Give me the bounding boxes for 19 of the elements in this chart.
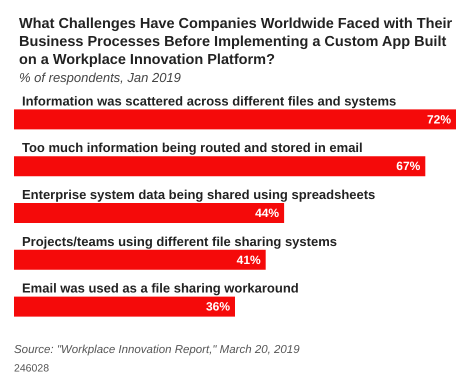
data-label: 72% <box>426 112 452 126</box>
y-tick-label: Too much information being routed and stored in email <box>22 140 363 156</box>
chart-subtitle: % of respondents, Jan 2019 <box>19 70 181 85</box>
data-label: 36% <box>206 300 230 314</box>
y-tick-label: Email was used as a file sharing workaround <box>22 280 299 296</box>
data-label: 41% <box>236 252 262 267</box>
chart-title: What Challenges Have Companies Worldwide Faced with Their Business Processes Before Implementing a Custom App Built on a Workplace Innovation Platform? <box>19 16 456 68</box>
text: 246028 <box>14 362 50 374</box>
y-tick-label: Enterprise system data being shared using spreadsheets <box>22 187 376 202</box>
bar <box>14 109 456 130</box>
y-tick-label: Projects/teams using different file sharing systems <box>22 234 337 249</box>
bar <box>14 296 235 317</box>
bar <box>14 250 266 270</box>
data-label: 44% <box>255 206 280 220</box>
bar <box>14 156 426 176</box>
source-note: Source: "Workplace Innovation Report," March 20, 2019 <box>14 344 300 356</box>
bar <box>14 203 284 223</box>
y-tick-label: Information was scattered across different files and systems <box>22 93 396 108</box>
data-label: 67% <box>396 159 421 174</box>
